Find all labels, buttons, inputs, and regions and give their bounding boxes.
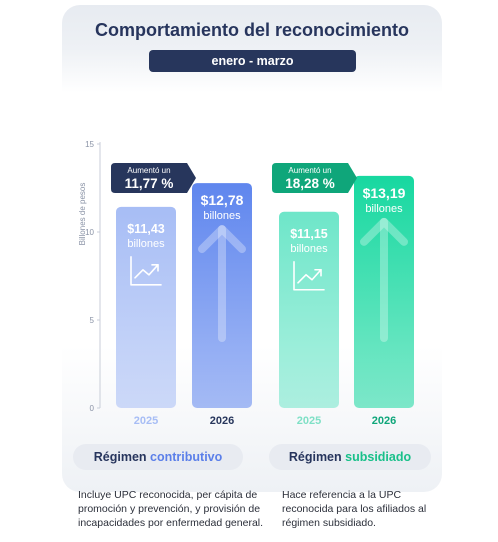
trend-up-chart-icon xyxy=(293,260,325,291)
data-unit-label: billones xyxy=(203,210,241,222)
data-label: $13,19 xyxy=(363,185,406,201)
regime-name: subsidiado xyxy=(345,450,412,464)
data-unit-label: billones xyxy=(365,203,403,215)
regime-subsidiado-pill: Régimen subsidiado xyxy=(269,444,431,470)
arrow-head xyxy=(360,217,408,246)
x-tick-label: 2026 xyxy=(372,415,396,427)
y-axis-label: Billones de pesos xyxy=(78,182,87,246)
big-up-arrow-icon xyxy=(198,225,246,342)
icon-axes xyxy=(130,256,162,286)
page-title: Comportamiento del reconocimiento xyxy=(94,20,410,40)
arrow-head xyxy=(198,225,246,254)
y-tick-label: 10 xyxy=(85,228,94,237)
data-label: $12,78 xyxy=(201,192,244,208)
x-tick-label: 2025 xyxy=(134,415,158,427)
x-tick-label: 2026 xyxy=(210,415,234,427)
increase-value: 18,28 % xyxy=(285,176,335,191)
bar-subsidiado-2026 xyxy=(354,175,414,408)
increase-badge xyxy=(272,163,357,193)
icon-trend-arrowhead xyxy=(314,268,322,277)
data-label: $11,43 xyxy=(127,222,165,236)
regime-name: contributivo xyxy=(150,450,223,464)
bar-contributivo-2026 xyxy=(192,183,252,408)
bar-subsidiado-2025 xyxy=(279,211,339,408)
trend-up-chart-icon xyxy=(130,256,162,286)
y-tick-label: 5 xyxy=(90,316,95,325)
increase-badge xyxy=(111,163,196,193)
increase-label: Aumentó un xyxy=(127,166,170,175)
big-up-arrow-icon xyxy=(360,217,408,342)
icon-trend-arrowhead xyxy=(151,264,159,272)
regime-prefix: Régimen xyxy=(288,450,342,464)
data-label: $11,15 xyxy=(290,227,328,241)
icon-trend-line xyxy=(297,268,322,284)
icon-axes xyxy=(293,260,325,291)
note-subsidiado: Hace referencia a la UPC reconocida para… xyxy=(282,489,427,529)
note-contributivo: Incluye UPC reconocida, per cápita de pr… xyxy=(78,489,264,529)
data-unit-label: billones xyxy=(290,243,328,255)
y-tick-label: 15 xyxy=(85,140,94,149)
y-tick-label: 0 xyxy=(90,404,95,413)
regime-contributivo-pill: Régimen contributivo xyxy=(73,444,243,470)
period-badge: enero - marzo xyxy=(149,50,356,72)
x-tick-label: 2025 xyxy=(297,415,321,427)
icon-trend-line xyxy=(134,264,159,279)
data-unit-label: billones xyxy=(127,238,165,250)
regime-prefix: Régimen xyxy=(93,450,147,464)
increase-value: 11,77 % xyxy=(125,176,174,191)
increase-label: Aumentó un xyxy=(288,166,331,175)
